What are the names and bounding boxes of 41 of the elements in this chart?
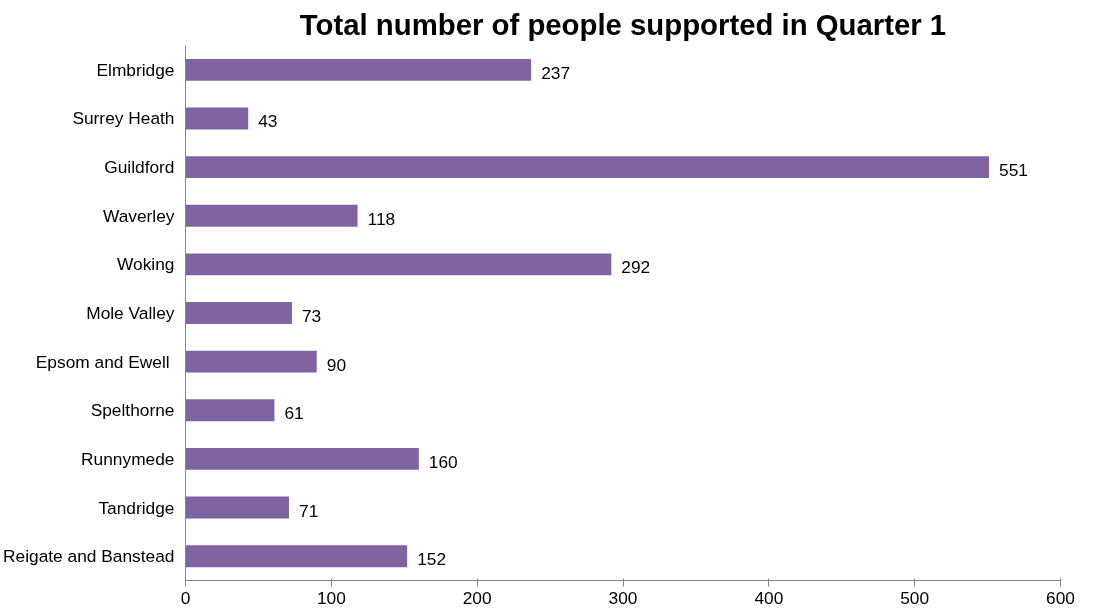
y-tick-label: Elmbridge [96, 59, 175, 80]
bar [185, 399, 275, 422]
chart-title: Total number of people supported in Quarter 1 [299, 7, 947, 41]
data-label: 551 [999, 160, 1028, 181]
data-label: 73 [301, 306, 322, 326]
bar [185, 302, 292, 324]
y-tick-label: Surrey Heath [72, 108, 175, 129]
y-tick-label: Epsom and Ewell [35, 351, 170, 372]
bar [185, 204, 358, 227]
y-tick-label: Waverley [102, 205, 175, 226]
data-label: 237 [541, 62, 571, 83]
bar [185, 545, 408, 568]
x-tick-label: 600 [1046, 587, 1075, 608]
data-label: 160 [428, 451, 458, 472]
x-tick-label: 0 [180, 587, 191, 608]
data-label: 61 [284, 403, 304, 424]
y-tick-label: Tandridge [98, 497, 175, 518]
bar [185, 58, 532, 81]
y-tick-label: Mole Valley [86, 303, 175, 323]
y-tick-label: Guildford [104, 157, 175, 178]
data-label: 118 [367, 208, 396, 229]
bar [185, 447, 419, 470]
y-tick-label: Runnymede [81, 448, 175, 469]
x-tick-label: 500 [900, 587, 930, 608]
bar [185, 107, 249, 130]
data-label: 90 [326, 354, 347, 375]
bar [185, 156, 990, 179]
y-tick-label: Spelthorne [90, 400, 175, 421]
bar [185, 253, 612, 276]
y-tick-label: Reigate and Banstead [3, 546, 175, 567]
bar [185, 350, 317, 373]
x-tick-label: 200 [462, 587, 492, 608]
data-label: 71 [299, 500, 319, 521]
bar [185, 496, 290, 519]
x-tick-label: 100 [316, 587, 346, 608]
x-tick-label: 300 [608, 587, 638, 608]
data-label: 292 [621, 257, 651, 278]
x-tick-label: 400 [754, 587, 784, 608]
y-tick-label: Woking [117, 254, 175, 275]
data-label: 43 [258, 111, 278, 132]
data-label: 152 [417, 549, 447, 570]
